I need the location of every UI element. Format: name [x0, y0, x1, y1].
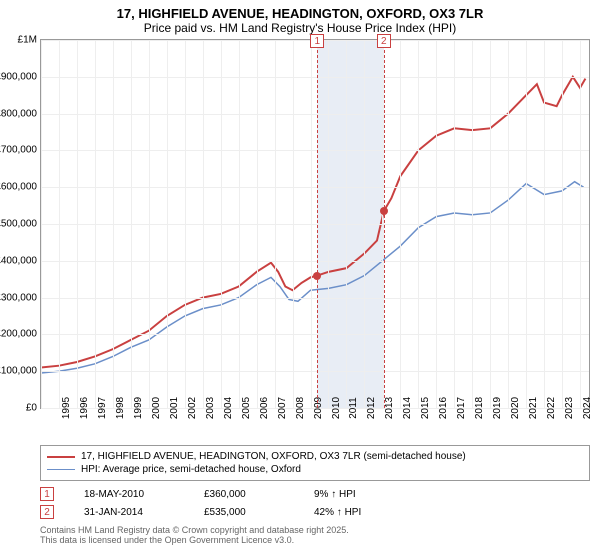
y-axis-label: £800,000 — [0, 108, 41, 119]
sales-flag: 1 — [40, 487, 54, 501]
x-gridline — [436, 40, 437, 408]
y-gridline — [41, 371, 589, 372]
attribution-line: This data is licensed under the Open Gov… — [40, 535, 590, 545]
x-gridline — [59, 40, 60, 408]
attribution: Contains HM Land Registry data © Crown c… — [40, 525, 590, 545]
y-axis-label: £400,000 — [0, 255, 41, 266]
sales-hpi: 9% ↑ HPI — [314, 489, 394, 500]
sales-flag: 2 — [40, 505, 54, 519]
y-axis-label: £500,000 — [0, 219, 41, 230]
marker-line — [317, 40, 318, 408]
sales-price: £535,000 — [204, 507, 284, 518]
x-gridline — [328, 40, 329, 408]
sales-row: 1 18-MAY-2010 £360,000 9% ↑ HPI — [40, 485, 590, 503]
x-gridline — [113, 40, 114, 408]
y-axis-label: £1M — [18, 35, 41, 46]
x-gridline — [293, 40, 294, 408]
x-gridline — [275, 40, 276, 408]
sales-hpi: 42% ↑ HPI — [314, 507, 394, 518]
sale-point — [380, 207, 388, 215]
x-gridline — [400, 40, 401, 408]
attribution-line: Contains HM Land Registry data © Crown c… — [40, 525, 590, 535]
x-gridline — [131, 40, 132, 408]
y-gridline — [41, 150, 589, 151]
y-gridline — [41, 77, 589, 78]
x-gridline — [364, 40, 365, 408]
x-gridline — [580, 40, 581, 408]
sales-date: 31-JAN-2014 — [84, 507, 174, 518]
sale-point — [313, 272, 321, 280]
sales-date: 18-MAY-2010 — [84, 489, 174, 500]
marker-line — [384, 40, 385, 408]
y-axis-label: £100,000 — [0, 366, 41, 377]
x-gridline — [526, 40, 527, 408]
x-axis-label: 2025 — [580, 397, 600, 419]
y-axis-label: £200,000 — [0, 329, 41, 340]
chart-subtitle: Price paid vs. HM Land Registry's House … — [0, 21, 600, 39]
sales-table: 1 18-MAY-2010 £360,000 9% ↑ HPI 2 31-JAN-2014… — [40, 485, 590, 521]
y-axis-label: £0 — [26, 403, 41, 414]
y-gridline — [41, 224, 589, 225]
y-gridline — [41, 261, 589, 262]
x-gridline — [203, 40, 204, 408]
x-gridline — [185, 40, 186, 408]
x-gridline — [454, 40, 455, 408]
sales-row: 2 31-JAN-2014 £535,000 42% ↑ HPI — [40, 503, 590, 521]
y-gridline — [41, 187, 589, 188]
x-gridline — [95, 40, 96, 408]
legend-label: 17, HIGHFIELD AVENUE, HEADINGTON, OXFORD… — [81, 451, 466, 462]
x-gridline — [221, 40, 222, 408]
y-gridline — [41, 334, 589, 335]
legend-row: 17, HIGHFIELD AVENUE, HEADINGTON, OXFORD… — [47, 450, 583, 463]
marker-flag: 1 — [310, 34, 324, 48]
legend-swatch — [47, 456, 75, 458]
legend-swatch — [47, 469, 75, 470]
chart-plot-area: £0£100,000£200,000£300,000£400,000£500,0… — [40, 39, 590, 409]
x-gridline — [562, 40, 563, 408]
x-gridline — [346, 40, 347, 408]
legend-row: HPI: Average price, semi-detached house,… — [47, 463, 583, 476]
x-gridline — [472, 40, 473, 408]
x-gridline — [418, 40, 419, 408]
y-gridline — [41, 298, 589, 299]
y-gridline — [41, 114, 589, 115]
x-gridline — [544, 40, 545, 408]
x-gridline — [149, 40, 150, 408]
marker-flag: 2 — [377, 34, 391, 48]
y-axis-label: £300,000 — [0, 292, 41, 303]
x-gridline — [167, 40, 168, 408]
x-gridline — [311, 40, 312, 408]
x-gridline — [41, 40, 42, 408]
series-line-property — [41, 77, 585, 368]
y-axis-label: £600,000 — [0, 182, 41, 193]
y-axis-label: £700,000 — [0, 145, 41, 156]
x-gridline — [490, 40, 491, 408]
legend-box: 17, HIGHFIELD AVENUE, HEADINGTON, OXFORD… — [40, 445, 590, 481]
legend-label: HPI: Average price, semi-detached house,… — [81, 464, 301, 475]
x-gridline — [77, 40, 78, 408]
x-gridline — [257, 40, 258, 408]
chart-title: 17, HIGHFIELD AVENUE, HEADINGTON, OXFORD… — [0, 0, 600, 21]
y-axis-label: £900,000 — [0, 71, 41, 82]
x-gridline — [239, 40, 240, 408]
x-gridline — [508, 40, 509, 408]
sales-price: £360,000 — [204, 489, 284, 500]
